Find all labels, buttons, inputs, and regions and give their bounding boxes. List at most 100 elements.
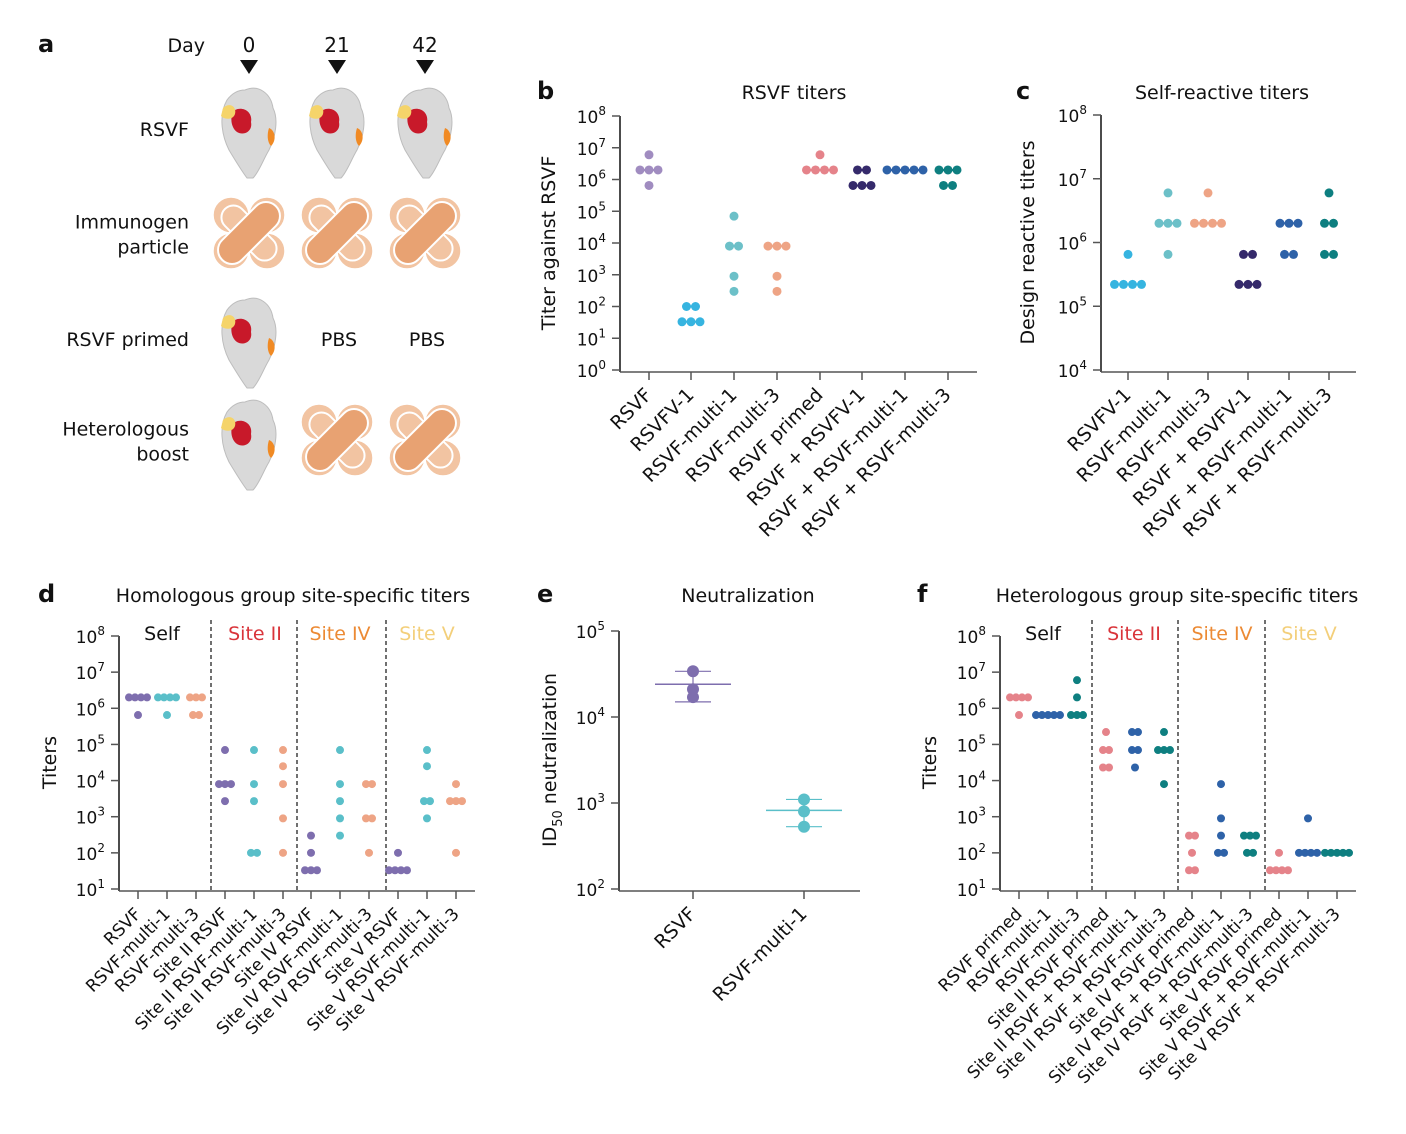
data-point (1217, 218, 1226, 228)
data-point (1248, 249, 1257, 259)
data-point (1137, 279, 1146, 289)
data-point (1119, 279, 1128, 289)
data-point (1163, 188, 1173, 198)
data-point (301, 866, 309, 875)
data-point (1160, 746, 1168, 755)
data-point (1327, 848, 1335, 857)
data-point (1050, 711, 1058, 720)
data-point (1134, 746, 1142, 755)
schedule-row-label: particle (117, 237, 189, 259)
data-point (729, 271, 739, 281)
data-point (900, 165, 910, 175)
data-point (307, 831, 315, 840)
data-point (1280, 249, 1289, 259)
data-point (163, 711, 171, 720)
y-tick-label: 105 (577, 199, 606, 223)
panel-letter-a: a (38, 30, 54, 58)
data-point (1252, 831, 1260, 840)
data-point (336, 797, 344, 806)
data-point (307, 848, 315, 857)
data-point (397, 866, 405, 875)
y-tick-label: 107 (1058, 167, 1087, 191)
protein-surface (397, 87, 453, 179)
data-point (1102, 728, 1110, 737)
data-point (882, 165, 892, 175)
data-point (362, 814, 370, 823)
data-point (221, 746, 229, 755)
data-point (644, 150, 654, 160)
rsvf-protein-icon (221, 87, 277, 179)
y-tick-label: 104 (76, 769, 105, 793)
y-axis-label: ID50 neutralization (539, 673, 566, 847)
site-ii-patch (407, 108, 428, 134)
data-point (189, 711, 197, 720)
data-point (186, 693, 194, 702)
data-point (1304, 814, 1312, 823)
data-point (423, 762, 431, 771)
y-tick-label: 106 (957, 696, 986, 720)
data-point (729, 211, 739, 221)
data-point (279, 762, 287, 771)
data-point (1293, 218, 1303, 228)
data-point (853, 165, 862, 175)
y-tick-label: 101 (76, 877, 105, 901)
data-point (134, 711, 142, 720)
rsvf-protein-icon (397, 87, 453, 179)
site-iv-patch (355, 128, 363, 146)
group-label: Site V (399, 623, 455, 645)
data-point (866, 180, 876, 190)
data-point (644, 165, 654, 175)
data-point (909, 165, 919, 175)
data-point (1313, 848, 1321, 857)
y-tick-label: 106 (1058, 231, 1087, 255)
chart-title: Homologous group site-specific titers (116, 585, 470, 607)
data-point (829, 165, 838, 175)
data-point (1099, 746, 1107, 755)
site-v-patch (221, 417, 236, 431)
y-tick-label: 103 (577, 263, 606, 287)
data-point (166, 693, 174, 702)
data-point (772, 271, 782, 281)
y-tick-label: 103 (957, 805, 986, 829)
immunogen-particle-icon (300, 403, 374, 477)
data-point (734, 241, 743, 251)
y-tick-label: 101 (577, 326, 606, 350)
data-point (452, 797, 460, 806)
panel-c: c Self-reactive titers 104 105 106 107 108 Desi… (1016, 77, 1356, 541)
y-axis-label: Design reactive titers (1017, 140, 1039, 344)
y-tick-label: 107 (76, 660, 105, 684)
schedule-row-label: RSVF (140, 119, 189, 141)
data-point (1105, 763, 1113, 772)
particle-band (305, 408, 369, 472)
data-point (1239, 249, 1248, 259)
data-point (423, 814, 431, 823)
data-point (143, 693, 151, 702)
data-point (644, 180, 654, 190)
data-point (1185, 831, 1193, 840)
data-point (137, 693, 145, 702)
data-point (1272, 866, 1280, 875)
data-point (391, 866, 399, 875)
group-label: Site II (1107, 623, 1161, 645)
data-point (452, 780, 460, 789)
data-point (250, 746, 258, 755)
data-point (1203, 188, 1213, 198)
group-label: Self (144, 623, 181, 645)
data-point (1160, 780, 1168, 789)
panel-e: e Neutralization 102 103 104 105 ID50 neutrali… (537, 580, 860, 1006)
data-point (729, 286, 739, 296)
data-point (635, 165, 645, 175)
data-point (1243, 279, 1253, 289)
data-point (1320, 218, 1329, 228)
data-point (1339, 848, 1347, 857)
data-point (160, 693, 168, 702)
day-number: 21 (324, 33, 349, 57)
data-point (125, 693, 133, 702)
data-point (934, 165, 944, 175)
panel-b: b RSVF titers 100 101 102 103 104 105 106 107 108 T… (537, 77, 977, 541)
schedule-row-label: RSVF primed (66, 329, 189, 351)
data-point (403, 866, 411, 875)
data-point (1056, 711, 1064, 720)
data-point (891, 165, 901, 175)
data-point (862, 165, 871, 175)
